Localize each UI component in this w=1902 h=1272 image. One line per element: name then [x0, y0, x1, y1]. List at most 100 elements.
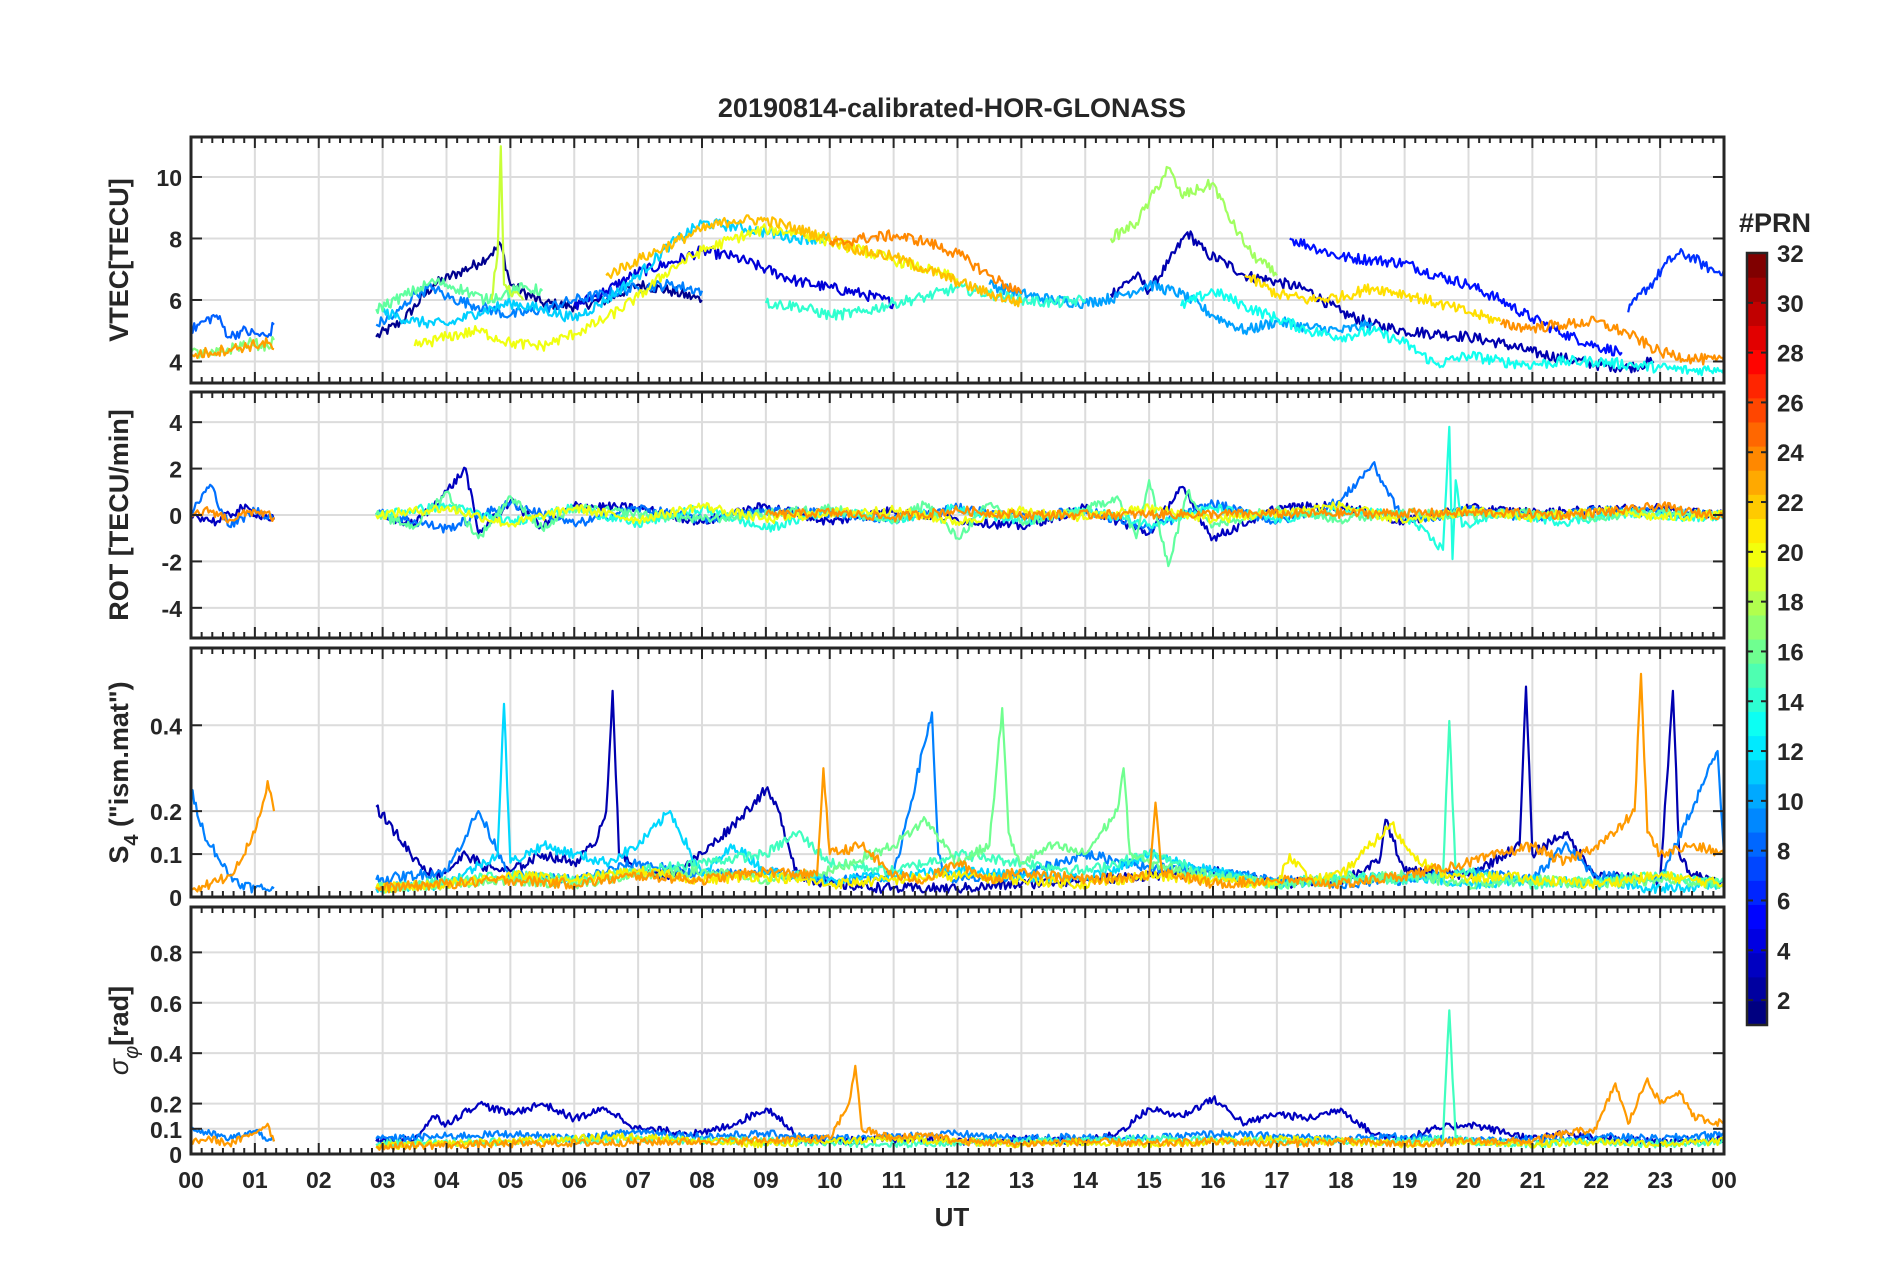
x-tick-label: 09 [753, 1167, 779, 1193]
colorbar-tick-label: 24 [1777, 440, 1804, 467]
colorbar-swatch [1747, 880, 1767, 905]
colorbar-swatch [1747, 325, 1767, 351]
colorbar-swatch [1747, 349, 1767, 375]
colorbar-swatch [1747, 832, 1767, 857]
colorbar-swatch [1747, 446, 1767, 471]
colorbar-tick-label: 30 [1777, 291, 1804, 318]
x-tick-label: 17 [1264, 1167, 1290, 1193]
colorbar-swatch [1747, 518, 1767, 544]
colorbar-swatch [1747, 735, 1767, 761]
x-tick-label: 12 [945, 1167, 971, 1193]
colorbar-swatch [1747, 663, 1767, 688]
x-tick-label: 21 [1520, 1167, 1546, 1193]
colorbar-swatch [1747, 614, 1767, 640]
grid-s4 [191, 648, 1724, 898]
colorbar-swatch [1747, 856, 1767, 881]
colorbar-tick-label: 26 [1777, 390, 1804, 417]
panel-sigma: 00.10.2 0.4 0.6 0.8 σφ[rad] 00 01 02 03 04 05 06 07 0… [104, 905, 1737, 1193]
series-prn-18 [1109, 165, 1278, 277]
series-prn-23 [191, 337, 275, 360]
colorbar-swatch [1747, 639, 1767, 664]
y-tick-label: 0.6 [150, 991, 182, 1017]
series-group-vtec [191, 145, 1724, 377]
series-prn-23 [191, 501, 1724, 524]
y-tick-label: 4 [169, 349, 182, 375]
colorbar-swatch [1747, 470, 1767, 495]
y-axis-label-vtec: VTEC[TECU] [104, 178, 134, 342]
series-prn-19 [490, 145, 525, 301]
colorbar-swatch [1747, 542, 1767, 568]
y-tick-label: 0 [169, 1142, 182, 1168]
y-tick-label: 0.4 [150, 1041, 182, 1067]
colorbar-swatch [1747, 928, 1767, 954]
x-tick-label: 11 [881, 1167, 906, 1193]
x-ticks-vtec [190, 137, 1725, 383]
colorbar-tick-label: 12 [1777, 739, 1804, 766]
colorbar-tick-label: 14 [1777, 689, 1804, 716]
x-tick-label: 01 [242, 1167, 268, 1193]
series-prn-24 [828, 229, 1023, 295]
x-ticks-sigma [190, 907, 1725, 1155]
x-tick-label: 14 [1072, 1167, 1098, 1193]
y-tick-label: 10 [156, 165, 182, 191]
x-tick-label: 23 [1647, 1167, 1673, 1193]
colorbar-tick-label: 32 [1777, 241, 1804, 268]
colorbar-swatch [1747, 759, 1767, 785]
colorbar-tick-label: 2 [1777, 988, 1790, 1015]
x-tick-label: 05 [498, 1167, 524, 1193]
colorbar-swatch [1747, 494, 1767, 519]
y-axis-label-s4: S4 ("ism.mat") [104, 681, 143, 863]
series-prn-10 [988, 279, 1374, 336]
series-prn-14 [764, 282, 1087, 321]
colorbar-swatch [1747, 253, 1767, 278]
x-tick-label: 16 [1200, 1167, 1226, 1193]
y-tick-label: 2 [169, 457, 182, 483]
series-prn-23 [191, 1064, 1724, 1151]
x-tick-label: 19 [1392, 1167, 1418, 1193]
x-tick-label: 03 [370, 1167, 396, 1193]
x-tick-label: 00 [178, 1167, 204, 1193]
series-prn-16 [375, 277, 544, 315]
x-ticks-s4 [190, 648, 1725, 898]
colorbar-swatch [1747, 277, 1767, 302]
y-tick-label: 0 [169, 503, 182, 529]
colorbar-swatch [1747, 397, 1767, 423]
colorbar-tick-label: 4 [1777, 938, 1791, 965]
series-prn-20 [413, 223, 959, 352]
colorbar-frame [1745, 251, 1769, 1027]
colorbar-tick-label: 6 [1777, 888, 1790, 915]
x-tick-label: 15 [1136, 1167, 1162, 1193]
x-tick-label: 08 [689, 1167, 715, 1193]
panel-rot: -4 -2 0 2 4 ROT [TECU/min] [104, 390, 1726, 640]
x-tick-label: 20 [1456, 1167, 1482, 1193]
colorbar-swatch [1747, 421, 1767, 447]
x-tick-label: 06 [561, 1167, 587, 1193]
series-prn-3 [573, 245, 895, 311]
y-axis-label-sigma: σφ[rad] [104, 986, 143, 1075]
x-tick-label: 00 [1711, 1167, 1737, 1193]
y-tick-label: -2 [162, 549, 182, 575]
x-tick-label: 22 [1583, 1167, 1609, 1193]
colorbar-swatch [1747, 687, 1767, 712]
y-tick-label: 0.1 [150, 1117, 182, 1143]
y-tick-label: 0.8 [150, 940, 182, 966]
series-prn-22 [605, 214, 1023, 308]
colorbar-swatch [1747, 783, 1767, 809]
y-tick-label: 4 [169, 410, 182, 436]
y-axis-label-rot: ROT [TECU/min] [104, 409, 134, 620]
series-group-s4 [191, 672, 1724, 894]
y-tick-label: 0 [169, 885, 182, 911]
y-tick-label: -4 [162, 596, 183, 622]
colorbar-swatch [1747, 373, 1767, 399]
colorbar-tick-label: 16 [1777, 639, 1804, 666]
colorbar-swatch [1747, 590, 1767, 616]
x-tick-label: 04 [434, 1167, 460, 1193]
y-tick-label: 6 [169, 288, 182, 314]
x-tick-label: 10 [817, 1167, 843, 1193]
series-prn-13 [1180, 288, 1724, 377]
colorbar-swatch [1747, 952, 1767, 978]
x-axis-label: UT [935, 1202, 970, 1232]
grid-vtec [191, 137, 1724, 383]
